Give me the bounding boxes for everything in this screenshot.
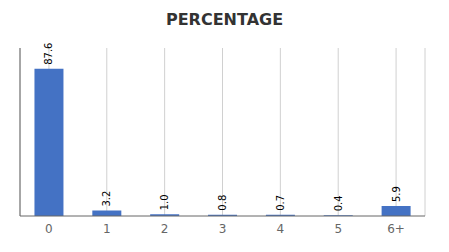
svg-text:2: 2 (161, 222, 169, 236)
svg-text:0.7: 0.7 (275, 195, 286, 211)
html-text:PERCENTAGE: PERCENTAGE (165, 10, 284, 29)
svg-text:0.4: 0.4 (333, 195, 344, 211)
svg-text:5: 5 (334, 222, 342, 236)
svg-text:5.9: 5.9 (391, 186, 402, 202)
svg-text:87.6: 87.6 (43, 43, 54, 65)
svg-text:3.2: 3.2 (101, 191, 112, 207)
svg-text:1.0: 1.0 (159, 194, 170, 210)
svg-text:1: 1 (103, 222, 111, 236)
svg-text:0: 0 (45, 222, 53, 236)
svg-text:3: 3 (219, 222, 227, 236)
svg-text:4: 4 (277, 222, 285, 236)
svg-text:0.8: 0.8 (217, 195, 228, 211)
svg-text:6+: 6+ (387, 222, 405, 236)
